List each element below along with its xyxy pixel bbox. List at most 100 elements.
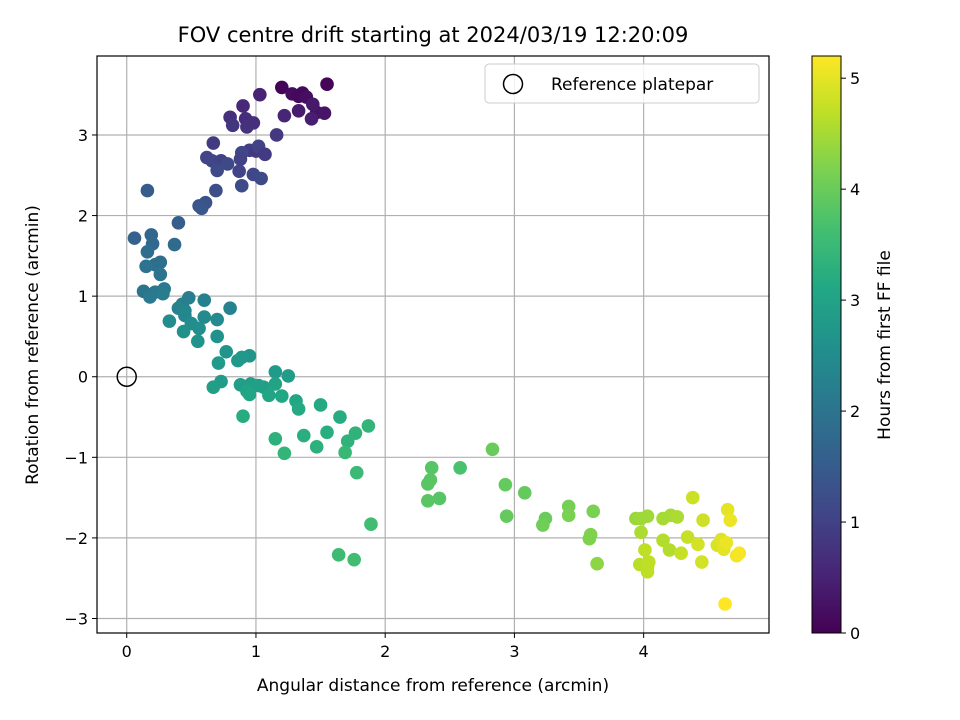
data-point (258, 147, 272, 162)
data-point (719, 535, 734, 550)
x-tick-label: 0 (122, 642, 132, 661)
data-point (210, 312, 224, 327)
data-point (561, 508, 576, 523)
data-point (582, 531, 597, 546)
colorbar-tick-label: 1 (850, 513, 860, 532)
legend: Reference platepar (484, 63, 760, 104)
data-point (236, 409, 250, 424)
data-point (638, 543, 652, 557)
grid-lines (97, 56, 769, 633)
data-point (143, 290, 157, 304)
data-point (670, 510, 685, 524)
data-point (696, 513, 710, 527)
data-point (718, 597, 732, 611)
data-point (219, 344, 234, 359)
legend-marker (502, 73, 524, 95)
data-point (349, 465, 364, 480)
data-point (233, 152, 248, 166)
data-point (197, 293, 212, 307)
data-point (640, 509, 655, 523)
data-point (364, 517, 378, 532)
data-points (127, 77, 747, 611)
data-point (262, 388, 276, 403)
data-point (242, 387, 257, 402)
data-point (331, 548, 346, 562)
data-point (268, 365, 283, 379)
data-point (320, 425, 334, 440)
data-point (281, 369, 296, 383)
data-point (685, 490, 700, 505)
data-point (348, 426, 363, 440)
data-point (232, 164, 246, 179)
data-point (275, 389, 289, 403)
data-point (194, 201, 209, 216)
data-point (156, 286, 170, 301)
data-point (210, 329, 224, 344)
data-point (347, 552, 361, 567)
x-tick-label: 4 (639, 642, 649, 661)
data-point (320, 77, 334, 92)
data-point (723, 513, 738, 527)
data-point (586, 504, 601, 519)
data-point (167, 237, 182, 252)
data-point (361, 419, 376, 433)
y-tick-label: −3 (64, 609, 88, 628)
data-point (499, 509, 514, 523)
data-point (313, 398, 328, 412)
colorbar-label: Hours from first FF file (875, 250, 895, 440)
x-tick-label: 1 (251, 642, 261, 661)
data-point (536, 518, 550, 532)
data-point (291, 402, 306, 416)
colorbar-ticks: 0 1 2 3 4 5 (841, 69, 860, 643)
x-axis-label: Angular distance from reference (arcmin) (257, 676, 609, 696)
colorbar-scale (811, 55, 842, 634)
data-point (140, 183, 155, 198)
data-point (304, 112, 319, 126)
data-point (209, 183, 223, 198)
x-axis-ticks: 0 1 2 3 4 (122, 633, 649, 661)
plot-frame (96, 55, 770, 634)
y-tick-label: 1 (78, 287, 88, 306)
data-point (139, 259, 153, 274)
data-point (153, 267, 168, 282)
data-point (275, 80, 289, 95)
y-tick-label: 2 (78, 207, 88, 226)
data-point (176, 324, 191, 339)
data-point (171, 216, 186, 230)
data-point (234, 178, 249, 193)
colorbar: 0 1 2 3 4 5 Hours from first FF file (811, 55, 895, 643)
data-point (225, 118, 240, 133)
data-point (296, 428, 311, 443)
data-point (211, 356, 226, 370)
data-point (191, 334, 205, 349)
data-point (162, 314, 177, 328)
data-point (309, 440, 324, 454)
data-point (268, 377, 283, 391)
y-tick-label: −2 (64, 529, 88, 548)
data-point (333, 410, 347, 424)
data-point (695, 555, 709, 569)
data-point (498, 477, 513, 492)
colorbar-tick-label: 2 (850, 402, 860, 421)
colorbar-tick-label: 4 (850, 180, 860, 199)
data-point (223, 301, 237, 316)
data-point (220, 157, 235, 171)
colorbar-tick-label: 3 (850, 291, 860, 310)
data-point (732, 546, 747, 561)
y-tick-label: 0 (78, 368, 88, 387)
legend-label: Reference platepar (551, 75, 713, 95)
data-point (453, 460, 467, 475)
data-point (656, 533, 670, 548)
data-point (634, 525, 648, 540)
chart-title: FOV centre drift starting at 2024/03/19 … (178, 23, 689, 47)
data-point (424, 460, 439, 475)
data-point (206, 380, 221, 395)
data-point (268, 431, 283, 446)
reference-marker-layer (116, 366, 137, 387)
data-point (277, 446, 292, 461)
data-point (662, 543, 677, 557)
data-point (269, 128, 284, 142)
data-point (253, 87, 267, 102)
